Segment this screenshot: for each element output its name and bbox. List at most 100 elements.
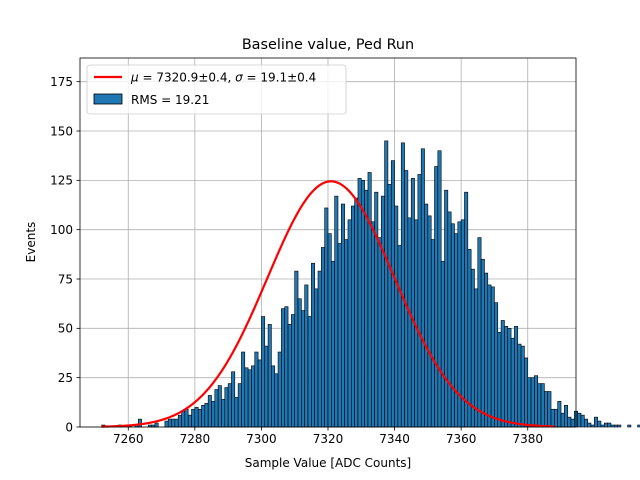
histogram-bar [547,391,552,428]
legend-box [86,64,347,115]
y-tick-label: 150 [50,124,73,138]
histogram-bar [603,422,608,428]
histogram-bar [264,345,269,428]
histogram-bar [164,420,169,428]
histogram-bar [174,418,179,428]
histogram-bar [560,412,565,428]
histogram-bar [194,406,199,428]
histogram-bar [304,284,309,428]
histogram-bar [301,310,305,428]
x-tick-label: 7280 [180,432,211,446]
x-tick-label: 7300 [246,432,277,446]
histogram-bar [390,160,395,428]
histogram-bar [261,316,266,428]
histogram-bar [424,203,429,428]
x-tick-label: 7320 [313,432,344,446]
histogram-bar [564,404,568,428]
histogram-bar [360,180,365,428]
histogram-bar [281,308,286,428]
histogram-bar [404,170,409,428]
histogram-bar [324,207,329,428]
histogram-bar [334,195,339,428]
histogram-bar [347,219,352,428]
histogram-bar [550,408,555,428]
histogram-bar [337,243,342,428]
histogram-bar [510,337,515,428]
y-tick-label: 100 [50,223,73,237]
histogram-bar [494,302,499,428]
histogram-bar [487,284,492,428]
x-tick-label: 7340 [379,432,410,446]
histogram-bar [514,326,519,428]
histogram-bar [177,414,182,428]
histogram-bar [610,424,615,428]
histogram-bar [484,272,489,428]
histogram-bar [507,328,512,428]
histogram-bar [171,418,176,428]
histogram-bar [364,189,369,428]
histogram-bar [201,404,206,428]
histogram-bar [251,365,256,428]
histogram-bar [464,191,469,428]
y-tick-label: 125 [50,174,73,188]
histogram-bar [247,369,252,428]
histogram-bar [277,351,282,428]
histogram-bar [430,239,435,428]
histogram-bar [577,412,582,428]
histogram-bar [450,223,455,428]
chart-title: Baseline value, Ped Run [242,37,414,53]
histogram-bar [527,377,532,428]
histogram-bar [567,416,572,428]
histogram-bar [434,166,439,428]
histogram-bar [207,395,212,428]
histogram-bar [467,249,472,428]
histogram-bar [377,237,382,428]
histogram-bar [444,189,449,428]
histogram-bar [590,424,595,428]
histogram-bar [204,403,209,428]
histogram-bar [354,197,359,428]
histogram-bar [191,408,196,428]
histogram-bar [580,414,585,428]
histogram-bar [594,416,598,428]
histogram-bar [613,424,618,428]
histogram-bar [314,288,319,428]
histogram-bar [420,148,425,428]
histogram-bar [554,408,558,428]
histogram-bar [244,367,249,428]
histogram-bar [504,326,509,428]
histogram-bar [237,383,242,428]
histogram-bar [217,385,222,428]
y-tick-label: 25 [58,371,73,385]
y-tick-label: 0 [65,420,73,434]
histogram-bar [380,195,385,428]
histogram-bar [474,288,479,428]
histogram-bar [274,373,279,428]
histogram-bar [520,345,525,428]
histogram-bar [437,150,442,428]
histogram-bar [497,331,502,428]
y-tick-label: 175 [50,75,73,89]
histogram-bar [294,270,299,428]
histogram-bar [327,233,332,428]
x-tick-label: 7360 [446,432,477,446]
histogram-bar [524,357,529,428]
histogram-bar [400,142,405,428]
histogram-bar [544,391,549,428]
histogram-bar [387,183,392,428]
histogram-bar [470,268,475,428]
histogram-bar [500,320,505,428]
legend: μ = 7320.9±0.4, σ = 19.1±0.4 RMS = 19.21 [86,64,347,115]
histogram-bar [154,422,159,428]
histogram-bar [637,424,640,428]
histogram-bar [557,401,562,428]
histogram-bar [227,383,232,428]
histogram-bar [394,205,399,428]
histogram-bar [221,399,226,428]
histogram-bar [187,414,192,428]
histogram-bar [344,239,349,428]
legend-hist-swatch [93,93,123,105]
histogram-bar [477,237,482,428]
legend-hist-label: RMS = 19.21 [131,93,209,107]
